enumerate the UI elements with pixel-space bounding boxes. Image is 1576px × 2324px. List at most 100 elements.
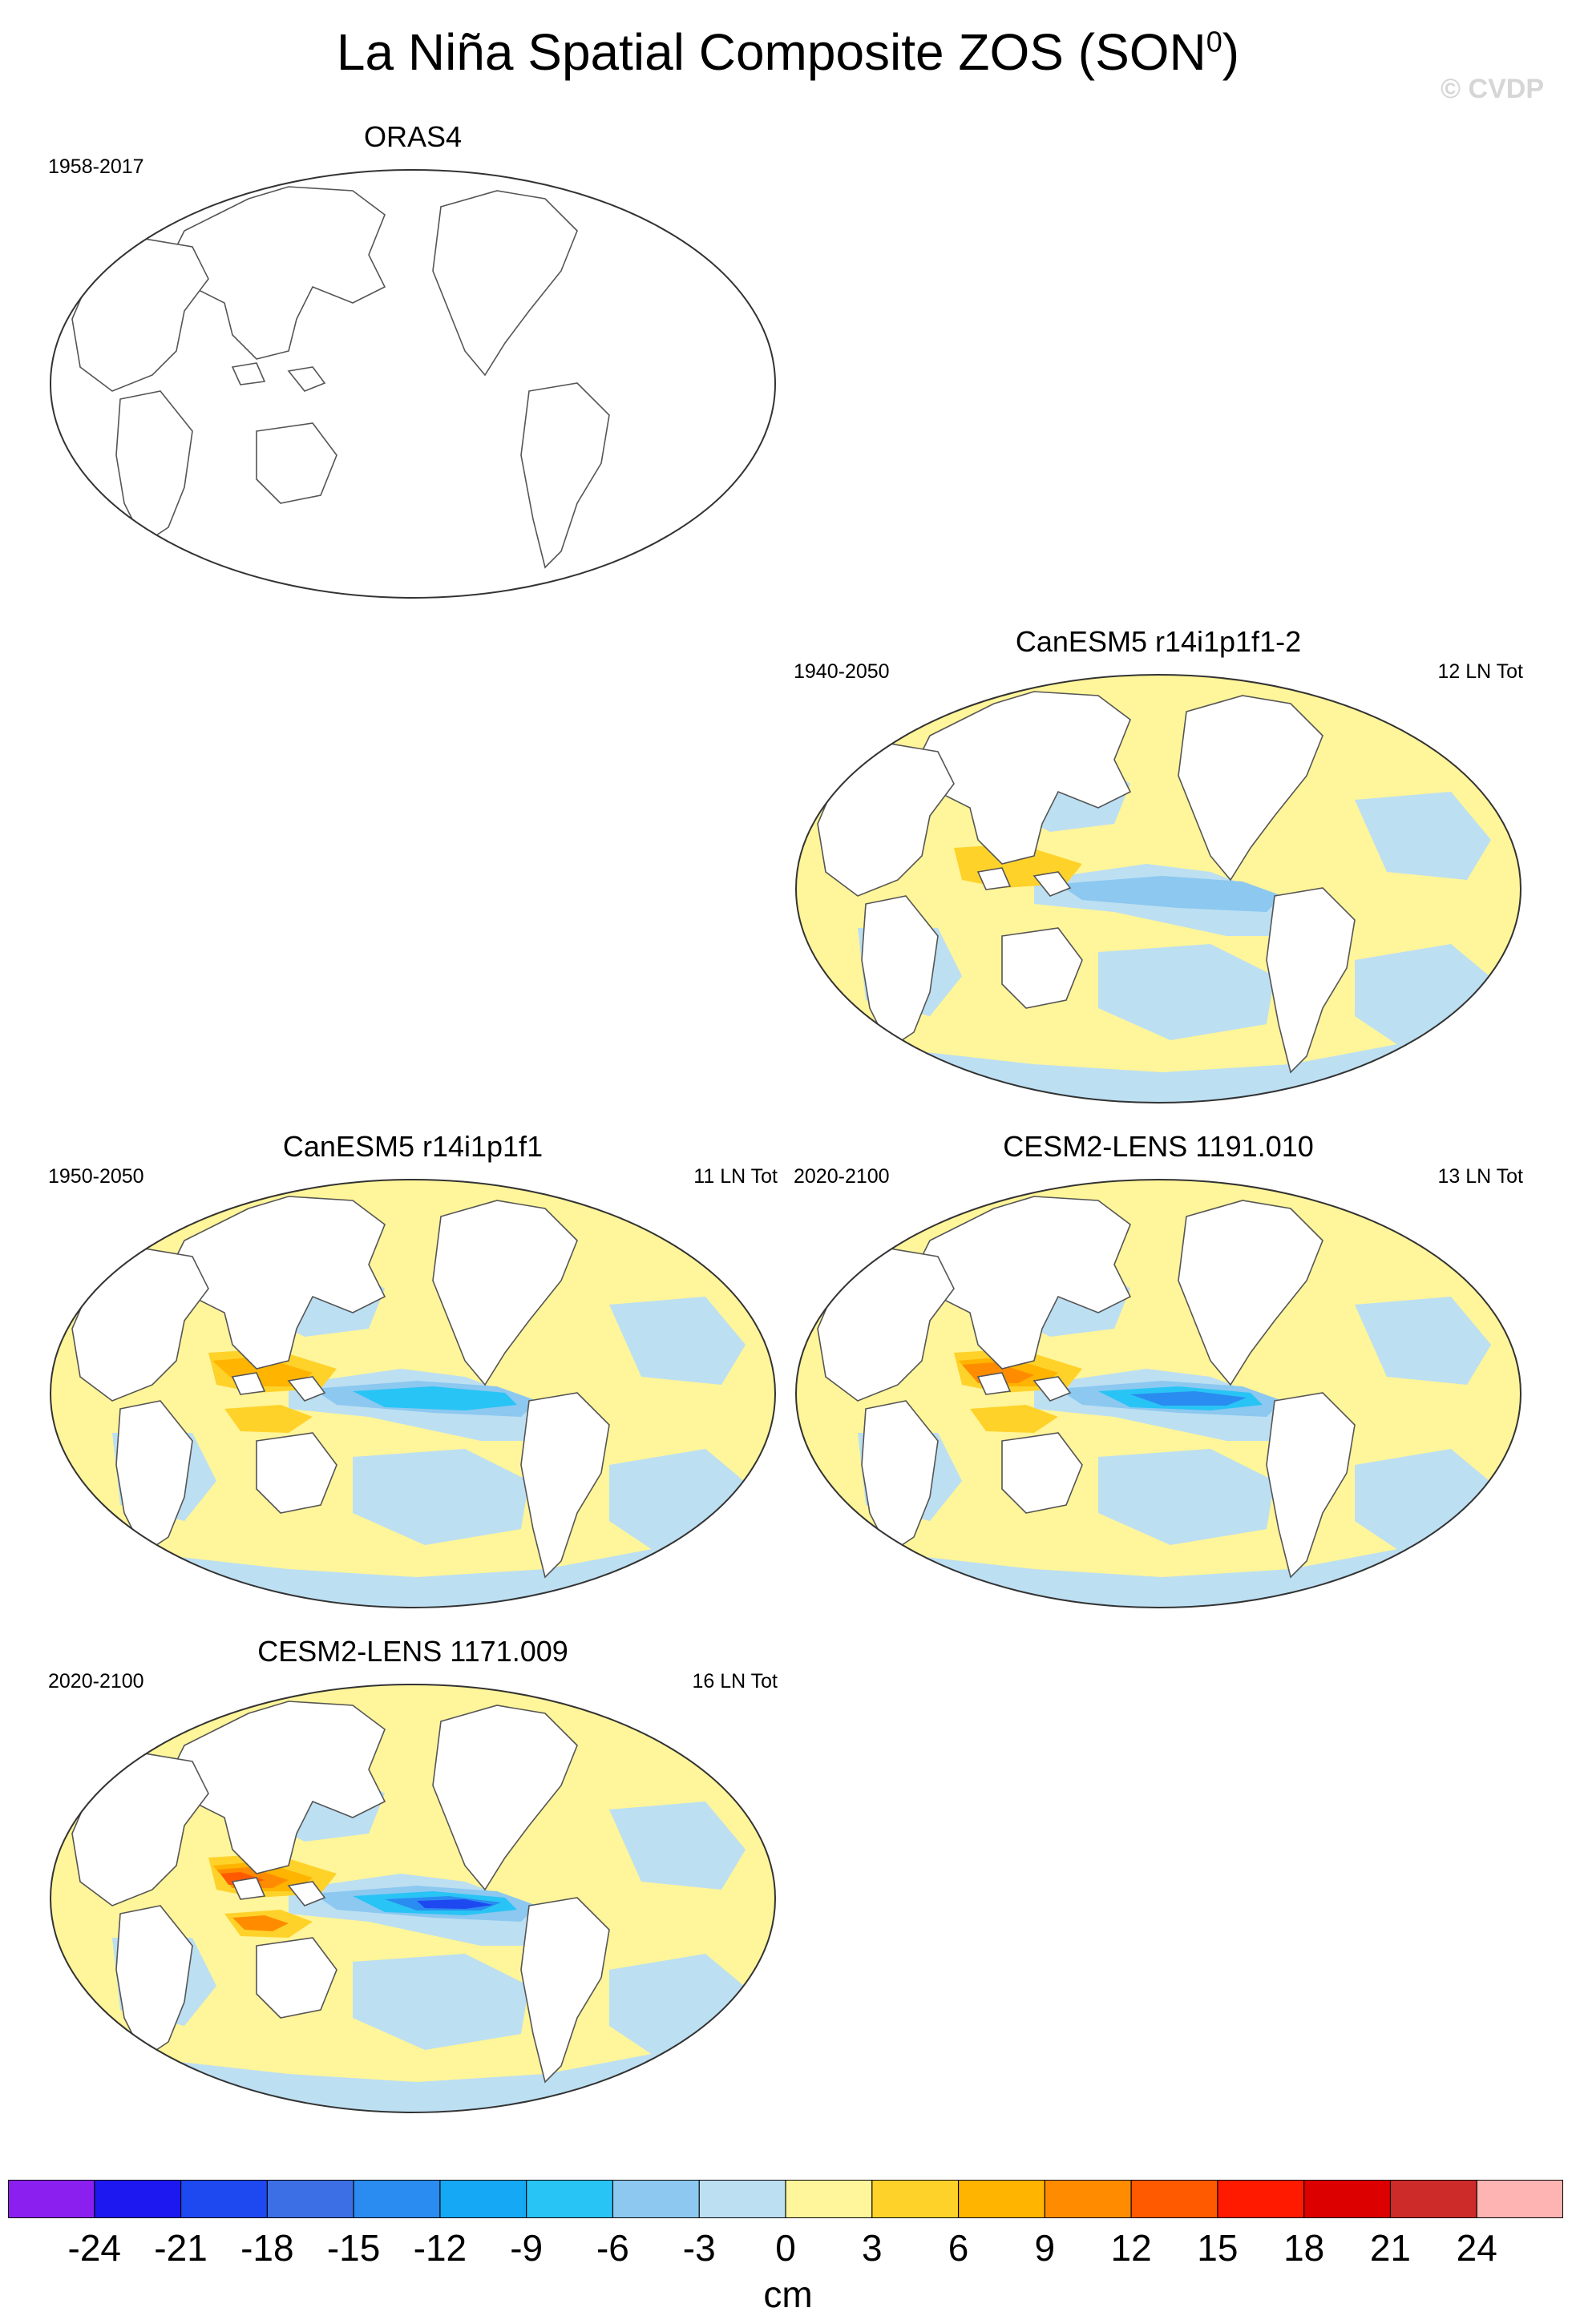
colorbar-tick-label: -24 xyxy=(67,2227,122,2269)
landmass xyxy=(520,1392,610,1579)
map-border xyxy=(795,1179,1521,1608)
colorbar-swatch xyxy=(1131,2180,1218,2218)
title-text: La Niña Spatial Composite ZOS (SON xyxy=(336,23,1206,81)
landmass xyxy=(71,1248,209,1402)
map-panel: CESM2-LENS 1191.010 2020-2100 13 LN Tot xyxy=(794,1130,1523,1611)
warm-anomaly-region xyxy=(970,1405,1058,1433)
colorbar-swatch xyxy=(94,2180,182,2218)
landmass xyxy=(432,1705,578,1891)
colorbar-swatch xyxy=(8,2180,95,2218)
panel-title: CESM2-LENS 1191.010 xyxy=(1003,1130,1314,1163)
anomaly-region xyxy=(1355,1297,1491,1385)
figure-title: La Niña Spatial Composite ZOS (SON0) xyxy=(0,22,1576,82)
colorbar-swatch xyxy=(526,2180,613,2218)
landmass xyxy=(71,238,209,392)
cold-anomaly-region xyxy=(1058,876,1283,912)
colorbar-tick-label: 0 xyxy=(775,2227,796,2269)
landmass xyxy=(432,1200,578,1386)
panel-count: 12 LN Tot xyxy=(1437,660,1523,683)
map-panel: CanESM5 r14i1p1f1-2 1940-2050 12 LN Tot xyxy=(794,625,1523,1106)
title-end: ) xyxy=(1222,23,1240,81)
colorbar-swatch xyxy=(1303,2180,1391,2218)
landmass xyxy=(520,1897,610,2084)
panel-count: 11 LN Tot xyxy=(693,1165,778,1188)
colorbar-tick-label: -18 xyxy=(240,2227,294,2269)
cvdp-watermark: © CVDP xyxy=(1441,74,1544,104)
colorbar-tick-label: -12 xyxy=(413,2227,467,2269)
landmass xyxy=(1001,1432,1083,1514)
colorbar-swatch xyxy=(1045,2180,1132,2218)
landmass xyxy=(256,1937,337,2019)
colorbar-tick-label: -6 xyxy=(596,2227,629,2269)
colorbar-tick-label: 6 xyxy=(948,2227,969,2269)
colorbar-ticks: -24 -21 -18 -15 -12 -9 -6 -3 0 3 6 9 12 15 18 21 24 xyxy=(8,2226,1563,2274)
colorbar-tick-label: 15 xyxy=(1197,2227,1239,2269)
panel-count: 13 LN Tot xyxy=(1437,1165,1523,1188)
colorbar-swatch xyxy=(267,2180,354,2218)
colorbar-swatch xyxy=(439,2180,527,2218)
landmass xyxy=(976,1372,1012,1395)
anomaly-region xyxy=(1355,792,1491,880)
landmass xyxy=(1266,1392,1356,1579)
colorbar-swatch xyxy=(786,2180,873,2218)
landmass xyxy=(817,743,955,897)
landmass xyxy=(1001,927,1083,1009)
colorbar-tick-label: 9 xyxy=(1034,2227,1056,2269)
colorbar-swatch xyxy=(1477,2180,1563,2218)
landmass xyxy=(256,422,337,504)
landmass xyxy=(432,190,578,377)
panel-period: 2020-2100 xyxy=(794,1165,890,1188)
colorbar-swatch xyxy=(612,2180,700,2218)
panel-count: 16 LN Tot xyxy=(692,1670,778,1693)
colorbar-swatch xyxy=(354,2180,441,2218)
landmass xyxy=(287,1376,326,1402)
map-border xyxy=(50,169,776,599)
colorbar-tick-label: -3 xyxy=(682,2227,716,2269)
anomaly-region xyxy=(1098,944,1275,1040)
landmass xyxy=(861,1400,939,1555)
colorbar xyxy=(8,2180,1563,2218)
colorbar-tick-label: -21 xyxy=(154,2227,208,2269)
landmass xyxy=(1178,695,1323,882)
anomaly-region xyxy=(609,1802,746,1890)
landmass xyxy=(976,867,1012,890)
map-border xyxy=(795,674,1521,1103)
map-panel: ORAS4 1958-2017 xyxy=(48,120,778,601)
colorbar-swatch xyxy=(1217,2180,1305,2218)
cold-anomaly-region xyxy=(1130,1391,1247,1406)
landmass xyxy=(1032,1376,1072,1402)
cold-anomaly-region xyxy=(353,1386,517,1410)
anomaly-region xyxy=(609,1297,746,1385)
landmass xyxy=(115,1400,193,1555)
landmass xyxy=(287,1881,326,1906)
panel-period: 2020-2100 xyxy=(48,1670,144,1693)
anomaly-region xyxy=(353,1954,529,2050)
landmass xyxy=(520,382,610,569)
landmass xyxy=(71,1753,209,1906)
landmass xyxy=(1266,887,1356,1074)
colorbar-tick-label: 21 xyxy=(1369,2227,1412,2269)
colorbar-tick-label: 3 xyxy=(861,2227,883,2269)
map-border xyxy=(50,1179,776,1608)
colorbar-swatch xyxy=(1390,2180,1477,2218)
colorbar-tick-label: 18 xyxy=(1283,2227,1325,2269)
landmass xyxy=(231,1372,266,1395)
landmass xyxy=(861,895,939,1050)
world-map xyxy=(50,1684,776,2113)
colorbar-tick-label: 12 xyxy=(1110,2227,1152,2269)
world-map xyxy=(50,169,776,599)
map-panel: CESM2-LENS 1171.009 2020-2100 16 LN Tot xyxy=(48,1635,778,2116)
landmass xyxy=(231,362,266,385)
colorbar-swatch xyxy=(871,2180,960,2218)
cold-anomaly-region xyxy=(417,1899,493,1909)
colorbar-tick-label: -15 xyxy=(326,2227,381,2269)
map-border xyxy=(50,1684,776,2113)
world-map xyxy=(795,674,1521,1103)
landmass xyxy=(817,1248,955,1402)
world-map xyxy=(795,1179,1521,1608)
colorbar-swatch xyxy=(180,2180,268,2218)
panel-title: ORAS4 xyxy=(363,120,463,153)
landmass xyxy=(287,366,326,392)
landmass xyxy=(115,390,193,545)
world-map xyxy=(50,1179,776,1608)
